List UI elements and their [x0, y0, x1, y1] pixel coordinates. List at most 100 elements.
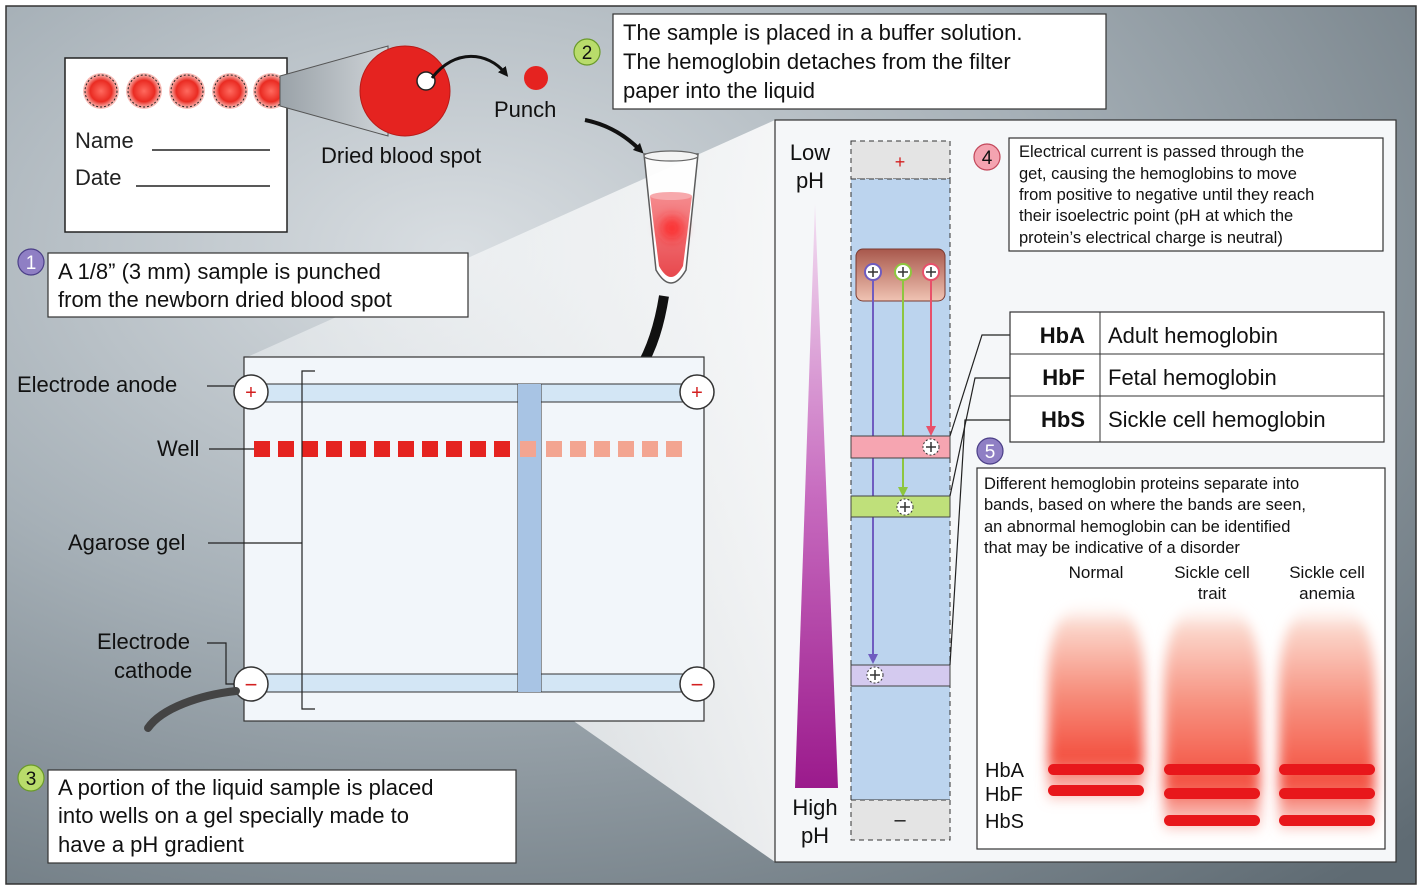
normal-hbf-band: [1048, 785, 1144, 796]
column-anemia-label-line-2: anemia: [1299, 584, 1355, 603]
cathode-right-terminal: [679, 666, 715, 702]
blood-spot: [169, 73, 205, 109]
electrophoresis-gel: + + − −: [144, 356, 715, 732]
column-normal-label: Normal: [1069, 563, 1124, 582]
trait-hbf-band: [1164, 788, 1260, 799]
electrode-cathode-label-line-1: Electrode: [97, 629, 190, 654]
step-1-number: 1: [26, 253, 37, 274]
step-3-line-2: into wells on a gel specially made to: [58, 803, 409, 828]
step-1-line-1: A 1/8” (3 mm) sample is punched: [58, 259, 381, 284]
test-tube: [643, 150, 699, 284]
low-ph-label-line-2: pH: [796, 168, 824, 193]
step-2-box: [612, 13, 1107, 110]
strip-negative-sign: –: [894, 809, 906, 831]
step-4-line-3: from positive to negative until they rea…: [1019, 186, 1314, 204]
step-4-number: 4: [982, 148, 993, 169]
punch-hole: [416, 71, 436, 91]
band-label-hba: HbA: [985, 760, 1025, 782]
blood-spot: [126, 73, 162, 109]
low-ph-label-line-1: Low: [790, 140, 830, 165]
punch-label: Punch: [494, 97, 556, 122]
cathode-right-sign: −: [691, 672, 704, 697]
step-2-line-3: paper into the liquid: [623, 78, 815, 103]
step-3-badge: [17, 764, 45, 792]
step-2-badge: [573, 38, 601, 66]
anode-left-terminal: [233, 374, 269, 410]
cathode-left-sign: −: [245, 672, 258, 697]
legend-hba-name: Adult hemoglobin: [1108, 323, 1278, 348]
step-4-box: [1008, 137, 1384, 252]
anemia-hbf-band: [1279, 788, 1375, 799]
column-trait-label-line-1: Sickle cell: [1174, 563, 1250, 582]
blood-spot-card: Name Date: [64, 57, 289, 233]
blood-spot: [212, 73, 248, 109]
step-2-number: 2: [582, 43, 593, 64]
legend-hbf-name: Fetal hemoglobin: [1108, 365, 1277, 390]
normal-hba-band: [1048, 764, 1144, 775]
step-5-badge: [976, 437, 1004, 465]
magnify-cone: [279, 45, 389, 137]
gel-strip: + –: [850, 140, 951, 841]
step-3-number: 3: [26, 769, 37, 790]
agarose-gel-label: Agarose gel: [68, 530, 185, 555]
trait-hbs-band: [1164, 815, 1260, 826]
punch-arrow: [430, 54, 509, 79]
well-label: Well: [157, 436, 199, 461]
lane-sickle-cell-anemia: [1279, 600, 1375, 830]
step-5-line-3: an abnormal hemoglobin can be identified: [984, 518, 1290, 536]
high-ph-label-line-1: High: [792, 795, 837, 820]
step-4-line-4: their isoelectric point (pH at which the: [1019, 207, 1293, 225]
gel-bracket: [301, 370, 315, 710]
step-1-line-2: from the newborn dried blood spot: [58, 287, 392, 312]
step-5-number: 5: [985, 442, 996, 463]
anemia-hba-band: [1279, 764, 1375, 775]
trait-hba-band: [1164, 764, 1260, 775]
date-label: Date: [75, 165, 121, 190]
legend-hba-abbr: HbA: [1040, 323, 1085, 348]
step-4-line-5: protein’s electrical charge is neutral): [1019, 229, 1283, 247]
step-2-line-2: The hemoglobin detaches from the filter: [623, 49, 1011, 74]
legend-hbs-name: Sickle cell hemoglobin: [1108, 407, 1326, 432]
step-1-badge: [17, 248, 45, 276]
lane-sickle-cell-trait: [1164, 600, 1260, 830]
band-label-hbf: HbF: [985, 784, 1023, 806]
dried-blood-spot-enlarged: [359, 45, 451, 137]
step-5-line-2: bands, based on where the bands are seen…: [984, 496, 1306, 514]
step-3-line-3: have a pH gradient: [58, 832, 244, 857]
step-2-line-1: The sample is placed in a buffer solutio…: [623, 20, 1023, 45]
to-tube-arrow: [584, 118, 644, 154]
wells: [254, 441, 682, 457]
step-4-badge: [973, 143, 1001, 171]
band-label-hbs: HbS: [985, 811, 1024, 833]
electrode-anode-label: Electrode anode: [17, 372, 177, 397]
anode-right-sign: +: [691, 382, 703, 404]
legend-hbs-abbr: HbS: [1041, 407, 1085, 432]
name-label: Name: [75, 128, 134, 153]
hbs-band: [850, 664, 951, 687]
blood-spot: [83, 73, 119, 109]
step-5-line-1: Different hemoglobin proteins separate i…: [984, 475, 1299, 493]
anemia-hbs-band: [1279, 815, 1375, 826]
electrode-cathode-label-line-2: cathode: [114, 658, 192, 683]
dried-blood-spot-label: Dried blood spot: [321, 143, 481, 168]
anode-left-sign: +: [245, 382, 257, 404]
step-3-line-1: A portion of the liquid sample is placed: [58, 775, 433, 800]
lane-normal: [1048, 600, 1144, 800]
punched-sample: [524, 66, 548, 90]
legend-hbf-abbr: HbF: [1042, 365, 1085, 390]
step-3-box: [47, 769, 517, 864]
step-4-line-2: get, causing the hemoglobins to move: [1019, 165, 1297, 183]
anode-right-terminal: [679, 374, 715, 410]
step-1-box: [47, 252, 469, 318]
cathode-wire: [144, 687, 240, 732]
strip-positive-sign: +: [895, 152, 906, 172]
highlighted-lane: [518, 384, 541, 692]
ph-gradient-wedge: [795, 204, 838, 788]
column-trait-label-line-2: trait: [1198, 584, 1227, 603]
hemoglobin-legend: HbA Adult hemoglobin HbF Fetal hemoglobi…: [1009, 311, 1385, 443]
high-ph-label-line-2: pH: [801, 823, 829, 848]
column-anemia-label-line-1: Sickle cell: [1289, 563, 1365, 582]
step-5-line-4: that may be indicative of a disorder: [984, 539, 1240, 557]
step-4-line-1: Electrical current is passed through the: [1019, 143, 1304, 161]
